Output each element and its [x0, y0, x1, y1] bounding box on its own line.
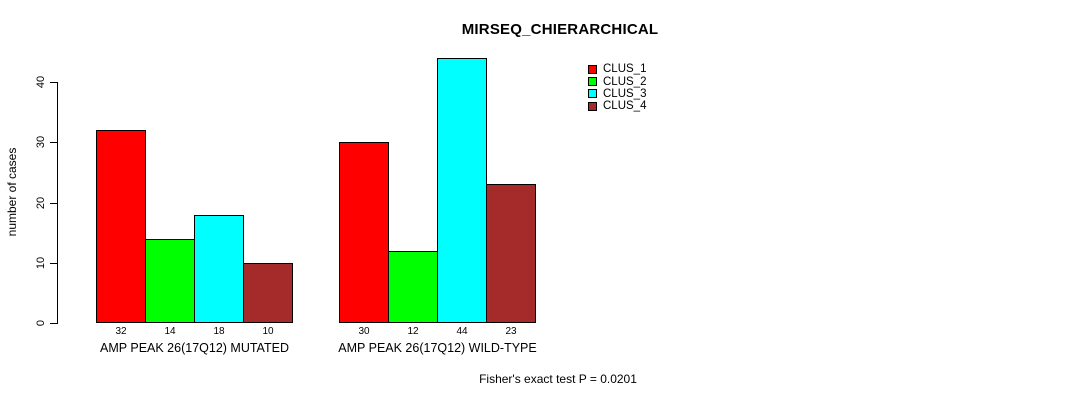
y-tick-label: 10: [35, 256, 47, 269]
bar-clus_1-group2: [339, 142, 389, 323]
legend-label: CLUS_1: [603, 63, 647, 76]
legend-label: CLUS_2: [603, 75, 647, 88]
bar-value-label: 10: [262, 326, 274, 337]
y-tick-mark: [50, 262, 57, 264]
y-tick-label: 20: [35, 196, 47, 209]
bar-value-label: 30: [358, 326, 370, 337]
legend-swatch-icon: [588, 89, 597, 99]
bar-value-label: 23: [505, 326, 517, 337]
bar-value-label: 44: [456, 326, 468, 337]
legend-label: CLUS_3: [603, 87, 647, 100]
legend-entry-clus_3: CLUS_3: [588, 88, 646, 100]
y-tick-mark: [50, 202, 57, 204]
legend-swatch-icon: [588, 101, 597, 111]
bar-value-label: 12: [407, 326, 419, 337]
bar-clus_4-group2: [486, 184, 536, 323]
group-label: AMP PEAK 26(17Q12) WILD-TYPE: [338, 341, 537, 355]
y-tick-mark: [50, 142, 57, 144]
legend-label: CLUS_4: [603, 100, 647, 113]
legend: CLUS_1 CLUS_2 CLUS_3 CLUS_4: [588, 63, 646, 113]
annotation-text: Fisher's exact test P = 0.0201: [479, 372, 637, 386]
legend-swatch-icon: [588, 64, 597, 74]
bar-clus_4-group1: [243, 263, 293, 323]
bar-value-label: 18: [213, 326, 225, 337]
legend-entry-clus_1: CLUS_1: [588, 63, 646, 75]
y-tick-mark: [50, 323, 57, 324]
y-tick-label: 0: [35, 319, 47, 327]
y-axis-label: number of cases: [5, 147, 19, 237]
bar-value-label: 32: [115, 326, 127, 337]
y-tick-label: 40: [35, 75, 47, 89]
y-tick-mark: [50, 82, 57, 83]
bar-clus_3-group1: [194, 215, 244, 323]
y-tick-label: 30: [35, 136, 47, 149]
legend-entry-clus_4: CLUS_4: [588, 100, 646, 112]
bar-clus_1-group1: [96, 130, 146, 323]
group-label: AMP PEAK 26(17Q12) MUTATED: [100, 341, 289, 355]
y-axis-line: [57, 82, 58, 324]
bar-clus_3-group2: [437, 58, 487, 323]
chart-title: MIRSEQ_CHIERARCHICAL: [461, 21, 659, 38]
bar-clus_2-group1: [145, 239, 195, 323]
bar-clus_2-group2: [388, 251, 438, 323]
legend-swatch-icon: [588, 77, 597, 87]
legend-entry-clus_2: CLUS_2: [588, 75, 647, 88]
bar-value-label: 14: [164, 326, 176, 337]
